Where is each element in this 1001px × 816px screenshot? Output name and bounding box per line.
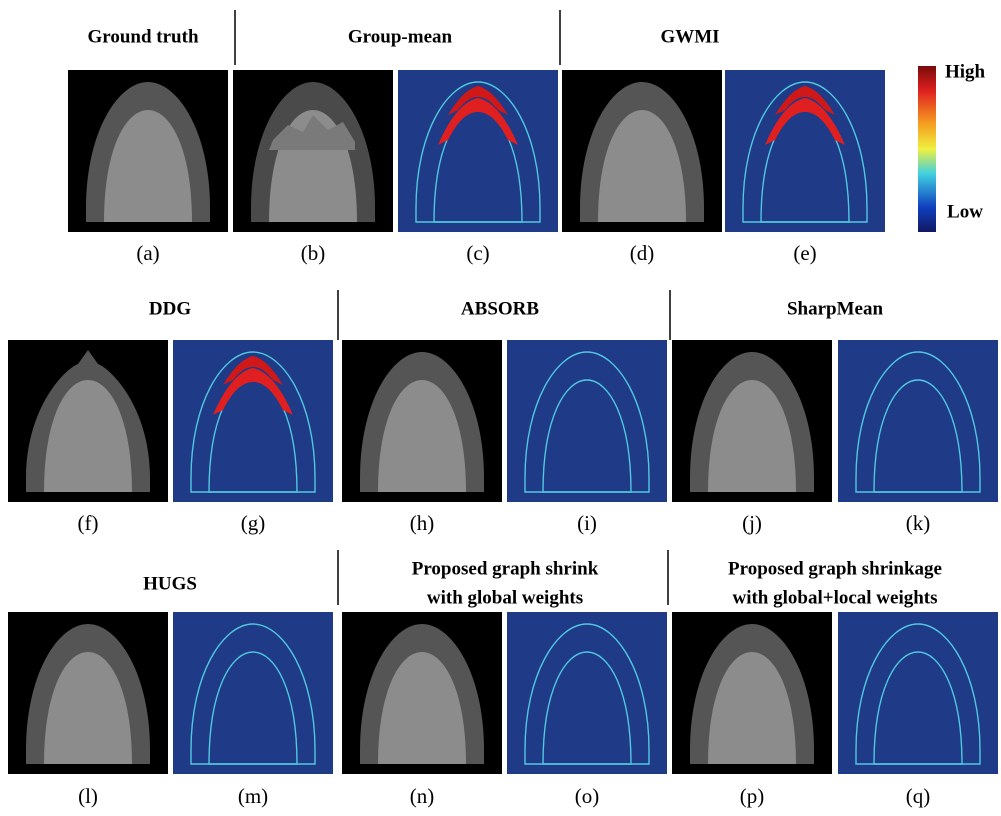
panel-image xyxy=(725,70,885,232)
panel-caption: (j) xyxy=(742,511,762,535)
panel-image xyxy=(173,612,333,774)
group-title: Group-mean xyxy=(348,26,453,47)
panel-caption: (i) xyxy=(577,511,597,535)
panel-caption: (o) xyxy=(575,784,600,808)
panel-image xyxy=(342,340,502,502)
panel-image xyxy=(562,70,722,232)
panel-image xyxy=(398,70,558,232)
colorbar-high: High xyxy=(945,61,986,82)
group-title: Proposed graph shrink xyxy=(412,558,599,579)
panel-caption: (e) xyxy=(793,241,816,265)
panel-caption: (g) xyxy=(241,511,266,535)
panel-caption: (l) xyxy=(78,784,98,808)
panel-caption: (p) xyxy=(740,784,765,808)
panel-caption: (k) xyxy=(906,511,931,535)
group-title: SharpMean xyxy=(787,298,884,319)
panel-image xyxy=(838,612,998,774)
group-title: ABSORB xyxy=(461,298,539,319)
panel-caption: (c) xyxy=(466,241,489,265)
group-title: with global weights xyxy=(427,587,583,608)
figure: High Low Ground truth Group-mean GWMI DDG AB… xyxy=(0,0,1001,816)
panel-image xyxy=(173,340,333,502)
panel-caption: (q) xyxy=(906,784,931,808)
panel-image xyxy=(672,612,832,774)
panel-image xyxy=(8,612,168,774)
colorbar-low: Low xyxy=(947,201,983,222)
group-title: Ground truth xyxy=(87,26,198,47)
colorbar xyxy=(918,66,936,232)
panel-caption: (m) xyxy=(238,784,268,808)
panel-image xyxy=(342,612,502,774)
panel-image xyxy=(507,612,667,774)
group-title: DDG xyxy=(149,298,191,319)
group-title: Proposed graph shrinkage xyxy=(728,558,942,579)
panel-caption: (a) xyxy=(136,241,159,265)
panel-caption: (n) xyxy=(410,784,435,808)
group-title: with global+local weights xyxy=(732,587,937,608)
group-title: HUGS xyxy=(143,573,197,594)
panel-caption: (h) xyxy=(410,511,435,535)
panel-image xyxy=(507,340,667,502)
panel-image xyxy=(838,340,998,502)
group-title: GWMI xyxy=(660,26,719,47)
panel-image xyxy=(233,70,393,232)
panel-image xyxy=(68,70,228,232)
panel-caption: (b) xyxy=(301,241,326,265)
panel-image xyxy=(8,340,168,502)
panel-caption: (f) xyxy=(78,511,99,535)
panel-caption: (d) xyxy=(630,241,655,265)
panel-image xyxy=(672,340,832,502)
